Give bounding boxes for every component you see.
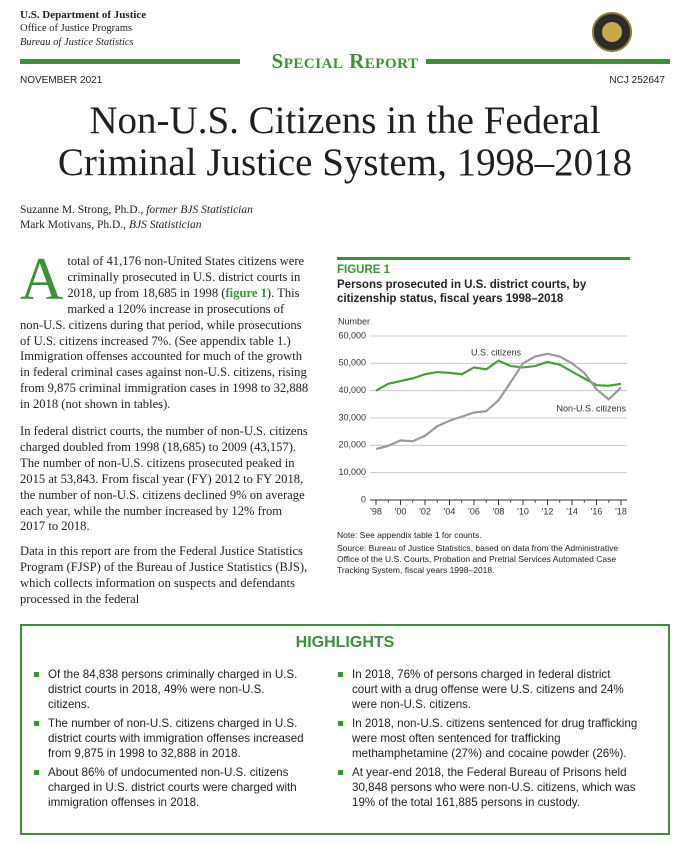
highlights-list: Of the 84,838 persons criminally charged… <box>34 667 306 814</box>
x-tick-label: '08 <box>493 506 505 516</box>
y-tick-label: 50,000 <box>338 358 366 368</box>
x-tick-label: '00 <box>395 506 407 516</box>
figure-rule <box>337 257 630 260</box>
y-axis-label: Number <box>338 316 370 326</box>
author: Mark Motivans, Ph.D., BJS Statistician <box>20 218 201 233</box>
text: In federal district courts, the number o… <box>20 424 308 534</box>
y-tick-label: 30,000 <box>338 412 366 422</box>
paragraph: Data in this report are from the Federal… <box>20 544 310 608</box>
author-name: Suzanne M. Strong, Ph.D., <box>20 204 144 216</box>
text: Data in this report are from the Federal… <box>20 544 308 606</box>
agency: U.S. Department of Justice <box>20 9 147 21</box>
text: ). This marked a 120% increase in prosec… <box>20 285 309 412</box>
title-line: Non-U.S. Citizens in the Federal <box>89 99 601 142</box>
highlight-item: In 2018, non-U.S. citizens sentenced for… <box>338 716 638 761</box>
highlights-title: HIGHLIGHTS <box>295 634 395 651</box>
figure-source: Source: Bureau of Justice Statistics, ba… <box>337 543 619 575</box>
x-tick-label: '02 <box>419 506 431 516</box>
author: Suzanne M. Strong, Ph.D., former BJS Sta… <box>20 203 253 218</box>
highlight-item: Of the 84,838 persons criminally charged… <box>34 667 306 712</box>
highlight-item: The number of non-U.S. citizens charged … <box>34 716 306 761</box>
y-tick-label: 20,000 <box>338 440 366 450</box>
author-name: Mark Motivans, Ph.D., <box>20 219 127 231</box>
x-tick-label: '10 <box>517 506 529 516</box>
x-tick-label: '06 <box>468 506 480 516</box>
y-tick-label: 60,000 <box>338 330 366 340</box>
figure-note: Note: See appendix table 1 for counts. <box>337 530 482 540</box>
highlights-list: In 2018, 76% of persons charged in feder… <box>338 667 638 814</box>
highlight-item: In 2018, 76% of persons charged in feder… <box>338 667 638 712</box>
series-line <box>375 359 622 392</box>
paragraph: In federal district courts, the number o… <box>20 424 310 535</box>
seal <box>592 12 632 52</box>
series-label: U.S. citizens <box>471 347 522 357</box>
x-tick-label: '04 <box>444 506 456 516</box>
series-line <box>375 352 622 450</box>
y-tick-label: 10,000 <box>338 467 366 477</box>
text: total of 41,176 non-United States citize… <box>67 254 305 300</box>
highlight-item: At year-end 2018, the Federal Bureau of … <box>338 765 638 810</box>
figure-label: FIGURE 1 <box>337 264 391 276</box>
x-tick-label: '12 <box>542 506 554 516</box>
x-tick-label: '18 <box>615 506 627 516</box>
y-tick-label: 40,000 <box>338 385 366 395</box>
banner-rule <box>425 59 670 64</box>
title-line: Criminal Justice System, 1998–2018 <box>57 141 633 184</box>
banner: Special Report <box>263 49 427 73</box>
x-tick-label: '98 <box>370 506 382 516</box>
highlight-item: About 86% of undocumented non-U.S. citiz… <box>34 765 306 810</box>
series-label: Non-U.S. citizens <box>556 403 626 413</box>
report-date: NOVEMBER 2021 <box>20 75 103 86</box>
banner-rule <box>20 59 240 64</box>
report-title: Non-U.S. Citizens in the Federal Crimina… <box>0 100 690 184</box>
highlights-box <box>20 624 670 835</box>
chart: Number 0 10,000 20,000 30,000 40,000 50,000 60,… <box>338 316 627 516</box>
author-role: former BJS Statistician <box>146 204 253 216</box>
bureau: Bureau of Justice Statistics <box>20 37 134 48</box>
x-tick-label: '16 <box>591 506 603 516</box>
figure-link[interactable]: figure 1 <box>225 285 267 300</box>
author-role: BJS Statistician <box>128 219 202 231</box>
drop-cap: A <box>20 246 64 312</box>
office: Office of Justice Programs <box>20 23 133 34</box>
report-number: NCJ 252647 <box>609 75 665 86</box>
x-tick-label: '14 <box>566 506 578 516</box>
figure-title: Persons prosecuted in U.S. district cour… <box>337 279 587 305</box>
y-tick-label: 0 <box>361 494 366 504</box>
